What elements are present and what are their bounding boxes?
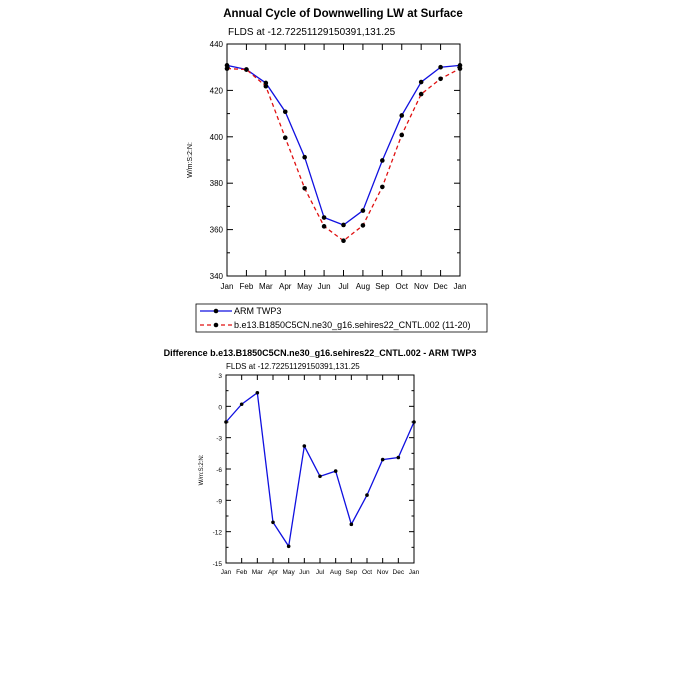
x-tick-label: May: [283, 569, 296, 576]
legend-label-model: b.e13.B1850C5CN.ne30_g16.sehires22_CNTL.…: [234, 320, 471, 330]
x-tick-label: Jul: [316, 569, 325, 576]
chart1-ylabel: W/m:S:2:N:: [187, 142, 194, 178]
x-tick-label: Jan: [221, 282, 234, 291]
chart1-plot-area: [224, 63, 463, 244]
data-point: [302, 154, 307, 160]
chart1-x-axis: Jan Feb Mar Apr May Jun Jul Aug Sep Oct Nov Dec Jan: [221, 44, 467, 291]
x-tick-label: Oct: [362, 569, 372, 576]
x-tick-label: Jan: [221, 569, 232, 576]
data-point: [318, 474, 322, 479]
x-tick-label: Mar: [259, 282, 273, 291]
data-point: [438, 64, 443, 70]
y-tick-label: 0: [218, 404, 222, 411]
data-point: [302, 444, 307, 448]
data-point: [341, 238, 346, 244]
chart1-subtitle: FLDS at -12.72251129150391,131.25: [228, 27, 396, 38]
data-point: [263, 80, 269, 86]
data-point: [244, 67, 249, 72]
x-tick-label: Jan: [409, 569, 420, 576]
y-tick-label: -15: [213, 561, 223, 568]
y-tick-label: -12: [213, 530, 223, 537]
data-point: [321, 224, 327, 229]
x-tick-label: Apr: [279, 282, 292, 291]
y-tick-label: -9: [216, 498, 222, 505]
y-tick-label: 400: [210, 133, 224, 142]
legend-marker-arm: [213, 308, 219, 314]
y-tick-label: 380: [210, 179, 224, 188]
y-tick-label: 440: [210, 40, 224, 49]
chart2-title: Difference b.e13.B1850C5CN.ne30_g16.sehi…: [164, 348, 477, 358]
series-line-1: [226, 67, 461, 242]
chart2-ylabel: W/m:S:2:N:: [199, 454, 205, 485]
x-tick-label: Apr: [268, 569, 279, 576]
data-point: [282, 135, 288, 141]
legend-label-arm: ARM TWP3: [234, 306, 281, 316]
data-point: [438, 76, 443, 82]
y-tick-label: 340: [210, 272, 224, 281]
y-tick-label: 360: [210, 226, 224, 235]
x-tick-label: Jul: [338, 282, 348, 291]
data-point: [380, 184, 385, 190]
legend-marker-model: [213, 322, 219, 328]
data-point: [349, 522, 354, 527]
data-point: [321, 215, 327, 220]
x-tick-label: Jun: [299, 569, 310, 576]
data-point: [396, 455, 401, 460]
chart1-legend: ARM TWP3 b.e13.B1850C5CN.ne30_g16.sehire…: [195, 303, 488, 333]
x-tick-label: Jun: [318, 282, 331, 291]
x-tick-label: Jan: [454, 282, 467, 291]
data-point: [341, 222, 346, 228]
x-tick-label: Aug: [356, 282, 370, 291]
x-tick-label: Nov: [414, 282, 428, 291]
chart2-x-axis: Jan Feb Mar Apr May Jun Jul Aug Sep Oct Nov Dec Jan: [221, 375, 420, 576]
data-point: [418, 79, 424, 85]
data-point: [239, 402, 244, 407]
data-point: [263, 83, 269, 89]
x-tick-label: Sep: [375, 282, 390, 291]
x-tick-label: Feb: [240, 282, 254, 291]
data-point: [399, 132, 405, 138]
chart2-plot-area: [224, 390, 416, 549]
series-line-0: [225, 391, 415, 549]
y-tick-label: -3: [216, 436, 222, 443]
series-line-0: [226, 64, 461, 226]
x-tick-label: Mar: [252, 569, 264, 576]
data-point: [380, 457, 385, 462]
data-point: [271, 520, 275, 525]
chart2-y-axis: -15 -12 -9 -6 -3 0 3: [213, 373, 414, 568]
x-tick-label: Sep: [346, 569, 358, 576]
data-point: [360, 208, 366, 213]
x-tick-label: Dec: [433, 282, 447, 291]
chart1-title: Annual Cycle of Downwelling LW at Surfac…: [223, 8, 463, 20]
data-point: [255, 390, 260, 395]
data-point: [360, 223, 366, 228]
data-point: [282, 109, 288, 115]
data-point: [365, 493, 369, 497]
y-tick-label: 420: [210, 86, 224, 95]
data-point: [302, 186, 307, 191]
legend-box: [195, 303, 488, 333]
data-point: [418, 91, 424, 97]
chart1-frame: [226, 43, 461, 277]
x-tick-label: Aug: [330, 569, 342, 576]
data-point: [380, 158, 385, 163]
data-point: [399, 113, 405, 118]
x-tick-label: Nov: [377, 569, 389, 576]
x-tick-label: May: [297, 282, 312, 291]
x-tick-label: Dec: [393, 569, 405, 576]
chart2-frame: [225, 374, 415, 564]
y-tick-label: 3: [218, 373, 222, 380]
y-tick-label: -6: [216, 467, 222, 474]
data-point: [333, 469, 338, 473]
x-tick-label: Feb: [236, 569, 248, 576]
data-point: [286, 544, 291, 549]
chart2-subtitle: FLDS at -12.72251129150391,131.25: [226, 362, 360, 371]
x-tick-label: Oct: [396, 282, 409, 291]
chart1-y-axis: 340 360 380 400 420 440: [210, 40, 460, 281]
